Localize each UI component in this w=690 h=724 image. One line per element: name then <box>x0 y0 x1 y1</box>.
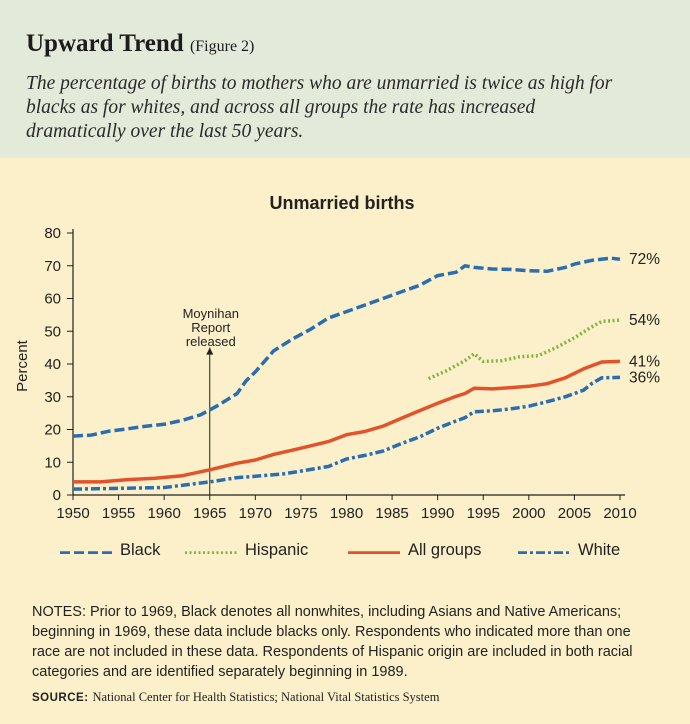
notes: NOTES: Prior to 1969, Black denotes all … <box>32 604 633 680</box>
x-tick-label: 1950 <box>56 505 89 522</box>
x-tick-label: 1970 <box>239 505 272 522</box>
x-tick-label: 1990 <box>421 505 454 522</box>
x-tick-label: 1960 <box>147 505 180 522</box>
figure-title-text: Upward Trend <box>26 30 184 57</box>
x-tick-label: 1955 <box>102 505 135 522</box>
end-labels: 72% 54% 41%36% <box>629 251 660 386</box>
legend-label-black: Black <box>120 541 161 559</box>
series-line-all-groups <box>73 359 621 484</box>
y-tick-label: 0 <box>53 487 61 504</box>
source-label: SOURCE: <box>32 692 89 704</box>
x-tick-label: 2005 <box>558 505 591 522</box>
annotation-text: Report <box>191 320 230 335</box>
legend-label-all-groups: All groups <box>408 541 482 559</box>
header-panel: Upward Trend (Figure 2) The percentage o… <box>0 0 690 158</box>
y-tick-label: 60 <box>44 291 61 308</box>
legend: Black Hispanic All groups White <box>50 540 670 564</box>
y-tick-label: 50 <box>44 323 61 340</box>
legend-swatch-black <box>60 551 112 554</box>
x-tick-label: 1980 <box>330 505 363 522</box>
chart-title: Unmarried births <box>269 193 414 213</box>
figure-subtitle: The percentage of births to mothers who … <box>26 73 613 142</box>
end-label-black: 72% <box>629 251 660 268</box>
y-tick-label: 70 <box>44 258 61 275</box>
x-tick-label: 2010 <box>603 505 636 522</box>
legend-swatch-hispanic <box>185 551 237 554</box>
x-tick-label: 2000 <box>512 505 545 522</box>
source-line: SOURCE: National Center for Health Statis… <box>32 690 662 705</box>
x-tick-label: 1975 <box>284 505 317 522</box>
unmarried-births-chart: Unmarried births Percent 0 10 20 30 40 50 60 70… <box>14 193 660 522</box>
end-label-white: 36% <box>629 369 660 386</box>
y-tick-label: 10 <box>44 454 61 471</box>
source-text: National Center for Health Statistics; N… <box>92 690 440 704</box>
series-line-black <box>72 256 621 438</box>
y-tick-label: 20 <box>44 422 61 439</box>
y-tick-label: 80 <box>44 225 61 242</box>
end-label-hispanic: 54% <box>629 312 660 329</box>
x-tick-label: 1995 <box>467 505 500 522</box>
legend-swatch-white <box>518 551 570 554</box>
axes: 0 10 20 30 40 50 60 70 80 1950 1955 1960 1965 1970 197… <box>44 225 636 522</box>
series-line-white <box>72 375 621 491</box>
y-tick-label: 30 <box>44 389 61 406</box>
legend-label-hispanic: Hispanic <box>245 541 309 559</box>
x-tick-label: 1985 <box>375 505 408 522</box>
annotation-arrowhead <box>206 347 214 355</box>
figure-title: Upward Trend (Figure 2) <box>26 30 254 58</box>
series-lines <box>72 256 621 491</box>
series-line-hispanic <box>427 318 621 381</box>
y-axis-label: Percent <box>14 339 31 392</box>
legend-swatch-all-groups <box>348 551 400 554</box>
annotation-text: released <box>186 334 236 349</box>
annotation-text: Moynihan <box>183 306 239 321</box>
x-tick-label: 1965 <box>193 505 226 522</box>
end-label-all-groups: 41% <box>629 353 660 370</box>
legend-label-white: White <box>578 541 621 559</box>
y-tick-label: 40 <box>44 356 61 373</box>
figure-label: (Figure 2) <box>189 38 255 55</box>
